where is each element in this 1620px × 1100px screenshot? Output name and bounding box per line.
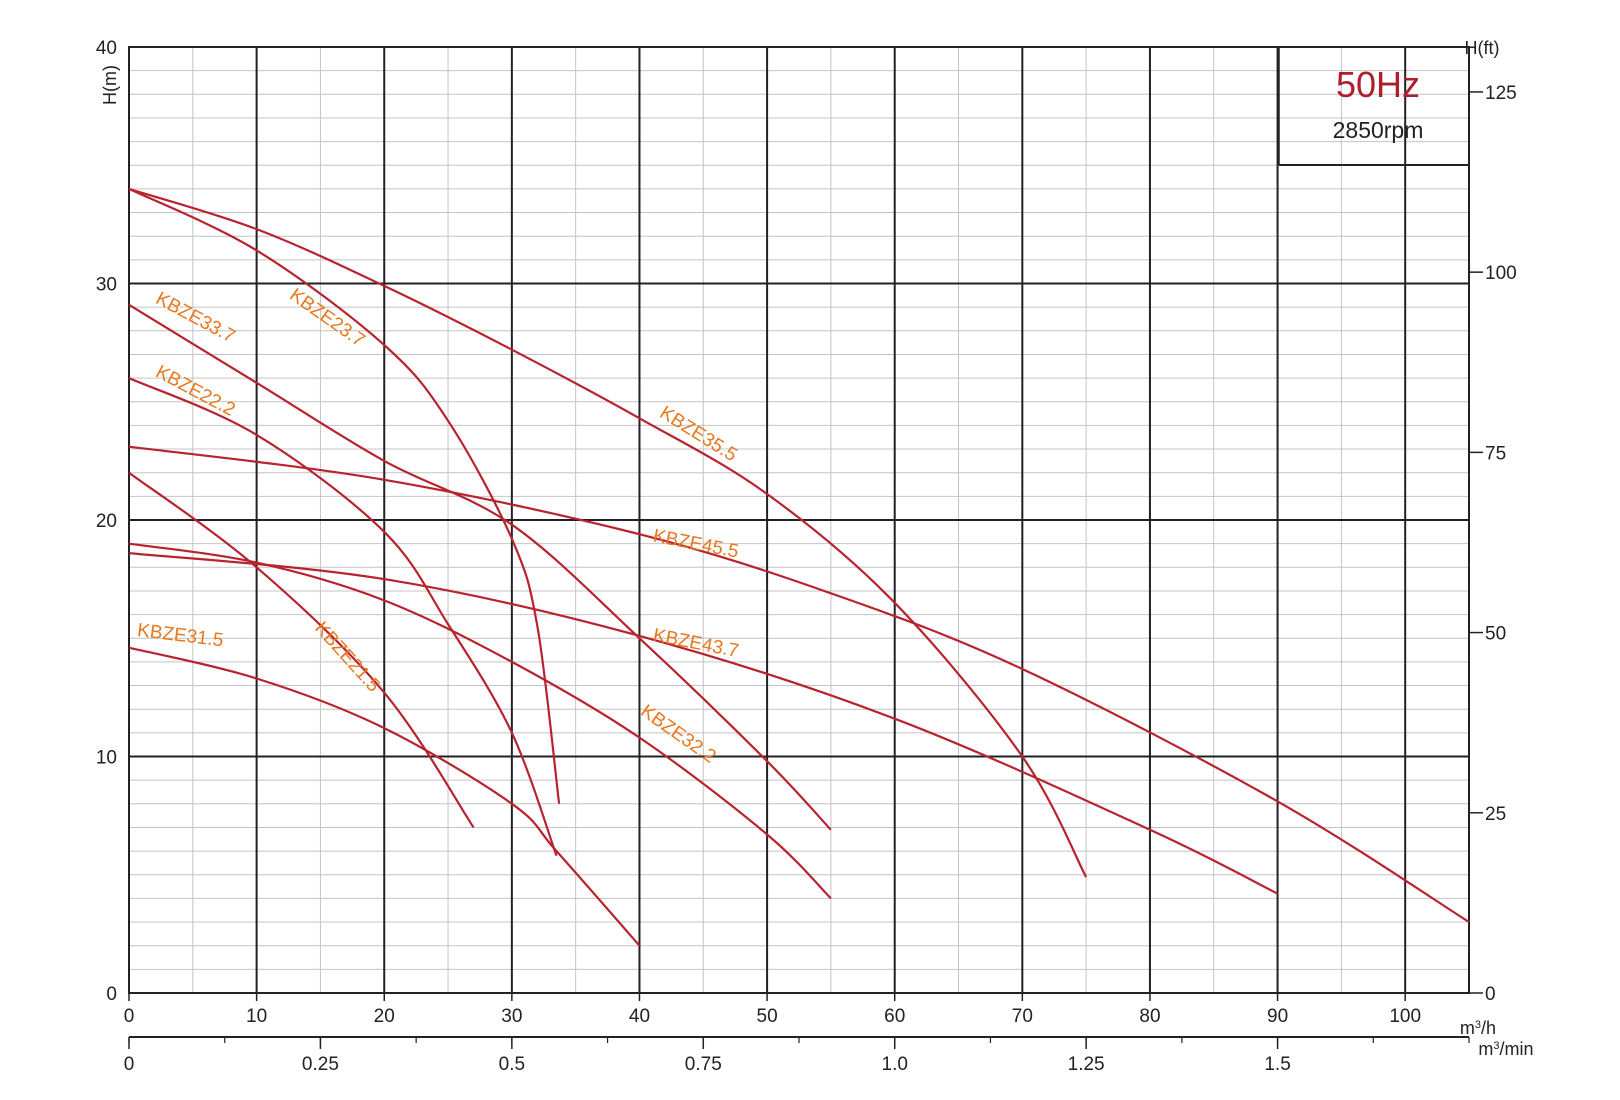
x-h-tick-label: 80: [1139, 1006, 1160, 1027]
curve-kbze21-5: [128, 471, 475, 829]
curve-label: KBZE21.5: [310, 618, 384, 696]
x-min-tick-label: 1.25: [1068, 1054, 1105, 1075]
x-min-tick-label: 0.75: [685, 1054, 722, 1075]
speed-badge: 50Hz 2850rpm: [1278, 47, 1469, 166]
badge-speed: 2850rpm: [1333, 117, 1424, 143]
y-right-tick-label: 50: [1485, 624, 1506, 645]
x-h-tick-label: 10: [246, 1006, 267, 1027]
x-h-tick-label: 30: [501, 1006, 522, 1027]
x-min-tick-label: 0.5: [499, 1054, 525, 1075]
x-axis-flow-m3min: 0 0.25 0.5 0.75 1.0 1.25 1.5: [124, 1036, 1470, 1075]
curve-kbze43-7: [128, 552, 1279, 895]
y-left-tick-label: 30: [96, 275, 117, 296]
curve-kbze35-5: [128, 187, 1088, 878]
y-right-tick-label: 75: [1485, 443, 1506, 464]
x-min-tick-label: 0: [124, 1054, 135, 1075]
y-right-tick-label: 0: [1485, 984, 1496, 1005]
y-right-axis-label: H(ft): [1465, 38, 1500, 58]
x-axis-label-m3min: m3/min: [1478, 1039, 1533, 1059]
plot-frame: [128, 46, 1470, 994]
curve-label: KBZE22.2: [152, 362, 238, 421]
curve-label: KBZE33.7: [152, 288, 238, 347]
x-h-tick-label: 70: [1012, 1006, 1033, 1027]
curve-label: KBZE45.5: [651, 526, 740, 563]
x-h-tick-label: 100: [1389, 1006, 1421, 1027]
x-h-tick-label: 60: [884, 1006, 905, 1027]
curve-label: KBZE43.7: [651, 625, 740, 662]
y-right-tick-label: 100: [1485, 263, 1517, 284]
y-left-tick-label: 20: [96, 511, 117, 532]
curve-labels: KBZE23.7KBZE33.7KBZE22.2KBZE35.5KBZE45.5…: [136, 285, 740, 768]
badge-frequency: 50Hz: [1336, 64, 1420, 105]
x-h-tick-label: 20: [374, 1006, 395, 1027]
x-axis-label-m3h: m3/h: [1460, 1018, 1496, 1038]
y-left-tick-label: 40: [96, 38, 117, 59]
y-right-axis: 0 25 50 75 100 125: [1469, 83, 1517, 1005]
x-h-tick-label: 50: [757, 1006, 778, 1027]
x-min-tick-label: 1.5: [1264, 1054, 1290, 1075]
x-axis-flow-m3h: 0 10 20 30 40 50 60 70 80 90 100: [124, 993, 1421, 1027]
pump-curves: [128, 187, 1470, 947]
curve-label: KBZE23.7: [286, 285, 369, 352]
y-left-tick-label: 0: [106, 984, 117, 1005]
curve-kbze32-2: [128, 542, 832, 900]
y-left-axis-label: H(m): [100, 65, 120, 105]
x-h-tick-label: 90: [1267, 1006, 1288, 1027]
curve-kbze23-7: [128, 187, 561, 804]
curve-kbze22-2: [128, 377, 558, 857]
x-min-tick-label: 0.25: [302, 1054, 339, 1075]
curve-label: KBZE31.5: [136, 620, 225, 651]
curve-label: KBZE32.2: [637, 701, 720, 768]
major-gridlines: [129, 47, 1469, 993]
y-left-tick-label: 10: [96, 748, 117, 769]
curve-kbze45-5: [128, 445, 1470, 923]
curve-kbze33-7: [128, 303, 832, 831]
minor-gridlines: [129, 47, 1469, 993]
curve-kbze31-5: [128, 646, 641, 947]
x-min-tick-label: 1.0: [882, 1054, 908, 1075]
y-left-axis: 0 10 20 30 40: [96, 38, 117, 1005]
y-right-tick-label: 25: [1485, 804, 1506, 825]
x-h-tick-label: 40: [629, 1006, 650, 1027]
x-h-tick-label: 0: [124, 1006, 135, 1027]
y-right-tick-label: 125: [1485, 83, 1517, 104]
